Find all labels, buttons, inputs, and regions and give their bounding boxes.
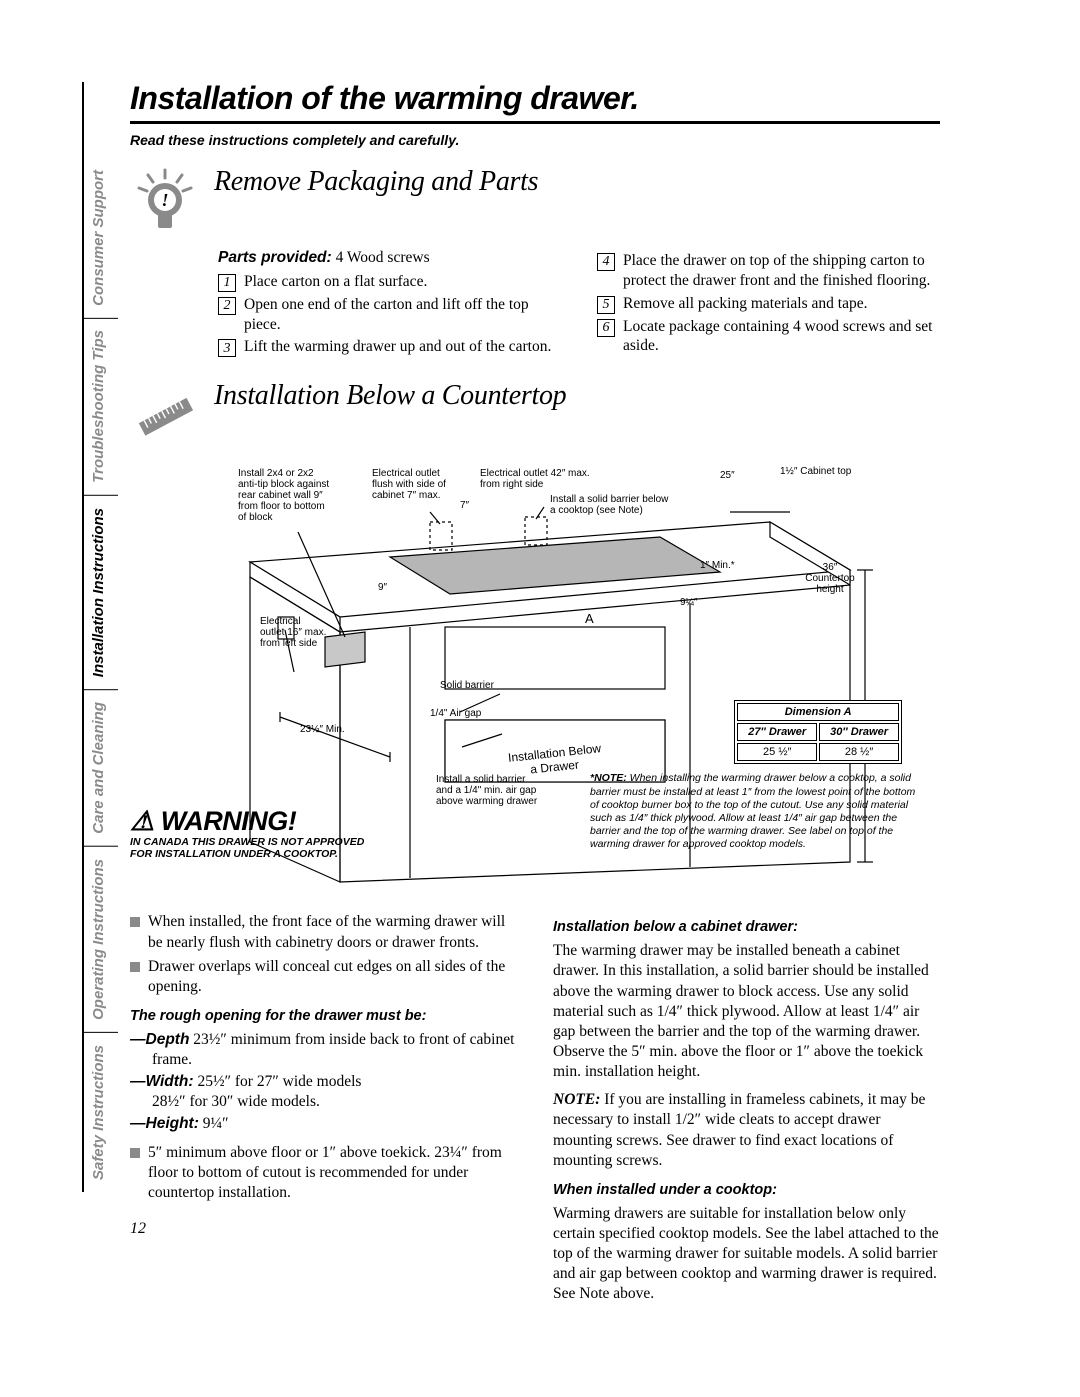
lower-content: When installed, the front face of the wa… [130,908,940,1304]
dim-height-label: —Height: [130,1115,199,1132]
section1-heading: Remove Packaging and Parts [214,166,538,198]
step-6: Locate package containing 4 wood screws … [623,317,940,357]
step-1: Place carton on a flat surface. [244,272,427,292]
label-barrier-top: Install a solid barrier below a cooktop … [550,494,700,516]
dim-height: 9¼″ [199,1115,229,1132]
step-num-5: 5 [597,296,615,314]
steps-left: Parts provided: 4 Wood screws 1 Place car… [218,248,561,360]
warning-title: WARNING! [161,806,296,836]
note-text: When installing the warming drawer below… [590,772,915,850]
ll-b1: When installed, the front face of the wa… [148,912,517,952]
label-outlet-left: Electrical outlet 16″ max. from left sid… [260,616,340,649]
label-outlet-42: Electrical outlet 42″ max. from right si… [480,468,620,490]
ruler-icon [130,380,200,450]
step-5: Remove all packing materials and tape. [623,294,867,314]
parts-value: 4 Wood screws [332,249,430,266]
side-tabs: Safety Instructions Operating Instructio… [82,82,118,1192]
label-235: 23½″ Min. [300,724,345,735]
label-cabtop: 1½″ Cabinet top [780,466,851,477]
tab-support[interactable]: Consumer Support [84,158,118,319]
diagram-note: *NOTE: When installing the warming drawe… [590,772,920,851]
bullet-icon [130,917,140,927]
tab-care[interactable]: Care and Cleaning [84,690,118,847]
label-antitip: Install 2x4 or 2x2 anti-tip block agains… [238,468,358,523]
dim-v2: 28 ½″ [819,743,899,761]
tab-safety[interactable]: Safety Instructions [84,1033,118,1192]
label-1min: 1″ Min.* [700,560,735,571]
page-title: Installation of the warming drawer. [130,80,940,117]
page-number: 12 [130,1219,517,1240]
section-remove-packaging: ! Remove Packaging and Parts [130,166,940,236]
step-num-2: 2 [218,297,236,315]
bullet-icon [130,1148,140,1158]
parts-label: Parts provided: [218,249,332,266]
intro-text: Read these instructions completely and c… [130,132,940,148]
tab-troubleshooting[interactable]: Troubleshooting Tips [84,318,118,496]
step-num-6: 6 [597,319,615,337]
step-2: Open one end of the carton and lift off … [244,295,561,335]
lr-h2: When installed under a cooktop: [553,1181,940,1200]
lr-p2: If you are installing in frameless cabin… [553,1091,925,1168]
step-num-4: 4 [597,253,615,271]
ll-b2: Drawer overlaps will conceal cut edges o… [148,957,517,997]
label-9q: 9¼″ [680,597,697,608]
dim-depth: 23½″ minimum from inside back to front o… [152,1031,514,1068]
label-A: A [585,612,594,626]
label-25: 25″ [720,470,735,481]
warning-icon: ⚠ [130,806,154,836]
dim-col1: 27″ Drawer [737,723,817,741]
label-solid: Solid barrier [440,680,494,691]
label-7: 7″ [460,500,469,511]
dim-v1: 25 ½″ [737,743,817,761]
tab-installation[interactable]: Installation Instructions [84,496,118,690]
note-prefix: NOTE: [553,1091,600,1108]
dim-width-label: —Width: [130,1073,194,1090]
rough-heading: The rough opening for the drawer must be… [130,1007,517,1026]
ll-last: 5″ minimum above floor or 1″ above toeki… [148,1143,517,1203]
page-content: Installation of the warming drawer. Read… [130,80,940,1304]
step-num-1: 1 [218,274,236,292]
bullet-icon [130,962,140,972]
lr-h1: Installation below a cabinet drawer: [553,918,940,937]
lr-p3: Warming drawers are suitable for install… [553,1204,940,1305]
steps-right: 4 Place the drawer on top of the shipping… [597,248,940,360]
dimension-table: Dimension A 27″ Drawer 30″ Drawer 25 ½″ … [734,700,902,764]
countertop-diagram: Installation Below a Drawer Install 2x4 … [130,462,920,902]
warning-block: ⚠ WARNING! IN CANADA THIS DRAWER IS NOT … [130,806,375,860]
step-3: Lift the warming drawer up and out of th… [244,337,551,357]
label-outlet-right: Electrical outlet flush with side of cab… [372,468,472,501]
section2-heading: Installation Below a Countertop [214,380,566,412]
label-9: 9″ [378,582,387,593]
svg-text:!: ! [161,190,168,210]
label-36: 36″ Countertop height [800,562,860,595]
title-rule [130,121,940,124]
step-4: Place the drawer on top of the shipping … [623,251,940,291]
tab-operating[interactable]: Operating Instructions [84,847,118,1033]
lower-left: When installed, the front face of the wa… [130,908,517,1304]
warning-body: IN CANADA THIS DRAWER IS NOT APPROVED FO… [130,837,375,860]
dim-depth-label: —Depth [130,1031,189,1048]
lower-right: Installation below a cabinet drawer: The… [553,908,940,1304]
dim-header: Dimension A [737,703,899,721]
label-barrier-note: Install a solid barrier and a 1/4" min. … [436,774,556,807]
section-countertop: Installation Below a Countertop [130,380,940,450]
lr-p1: The warming drawer may be installed bene… [553,941,940,1082]
step-num-3: 3 [218,339,236,357]
lightbulb-icon: ! [130,166,200,236]
dim-col2: 30″ Drawer [819,723,899,741]
label-airgap: 1/4" Air gap [430,708,481,719]
